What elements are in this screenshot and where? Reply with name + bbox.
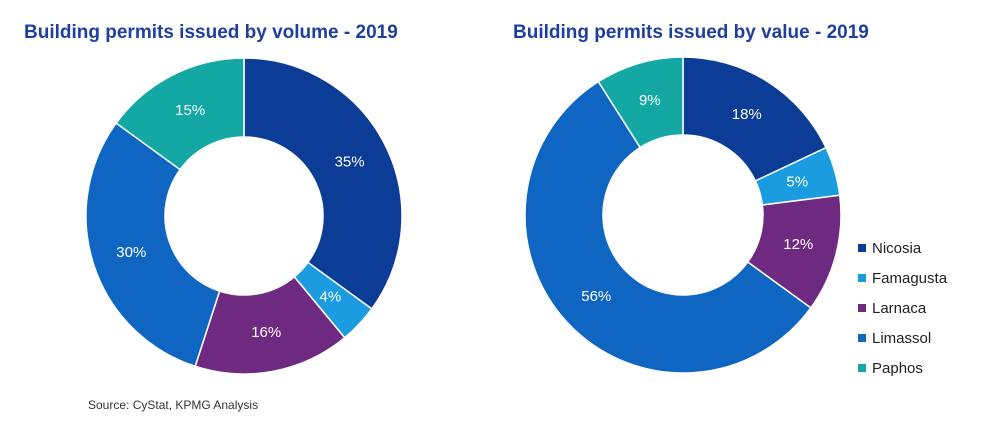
legend-swatch	[858, 304, 866, 312]
legend-item-paphos: Paphos	[858, 353, 947, 383]
value-label-limassol: 56%	[581, 288, 611, 305]
chart-title-value: Building permits issued by value - 2019	[513, 22, 869, 43]
legend-swatch	[858, 244, 866, 252]
volume-slice-larnaca	[194, 275, 346, 375]
legend-swatch	[858, 274, 866, 282]
legend-item-famagusta: Famagusta	[858, 263, 947, 293]
volume-slice-limassol	[85, 122, 221, 368]
value-slice-limassol	[524, 80, 812, 374]
volume-label-paphos: 15%	[175, 102, 205, 119]
value-slice-paphos	[597, 56, 684, 149]
value-label-paphos: 9%	[639, 92, 661, 109]
volume-slice-nicosia	[243, 57, 403, 310]
value-label-nicosia: 18%	[732, 106, 762, 123]
legend-label: Famagusta	[872, 269, 948, 287]
volume-label-larnaca: 16%	[251, 324, 281, 341]
value-slice-nicosia	[682, 56, 827, 182]
chart-legend: Nicosia Famagusta Larnaca Limassol Papho…	[858, 233, 947, 383]
legend-swatch	[858, 364, 866, 372]
volume-label-limassol: 30%	[116, 244, 146, 261]
legend-item-larnaca: Larnaca	[858, 293, 947, 323]
value-label-famagusta: 5%	[786, 173, 808, 190]
legend-item-limassol: Limassol	[858, 323, 947, 353]
legend-label: Nicosia	[872, 239, 922, 257]
value-label-larnaca: 12%	[783, 236, 813, 253]
legend-swatch	[858, 334, 866, 342]
legend-label: Paphos	[872, 359, 923, 377]
source-note: Source: CyStat, KPMG Analysis	[88, 398, 259, 412]
volume-label-nicosia: 35%	[335, 154, 365, 171]
chart-title-volume: Building permits issued by volume - 2019	[24, 22, 398, 43]
legend-item-nicosia: Nicosia	[858, 233, 947, 263]
legend-label: Larnaca	[872, 299, 927, 317]
volume-label-famagusta: 4%	[320, 289, 342, 306]
legend-label: Limassol	[872, 329, 932, 347]
volume-slice-paphos	[115, 57, 245, 171]
